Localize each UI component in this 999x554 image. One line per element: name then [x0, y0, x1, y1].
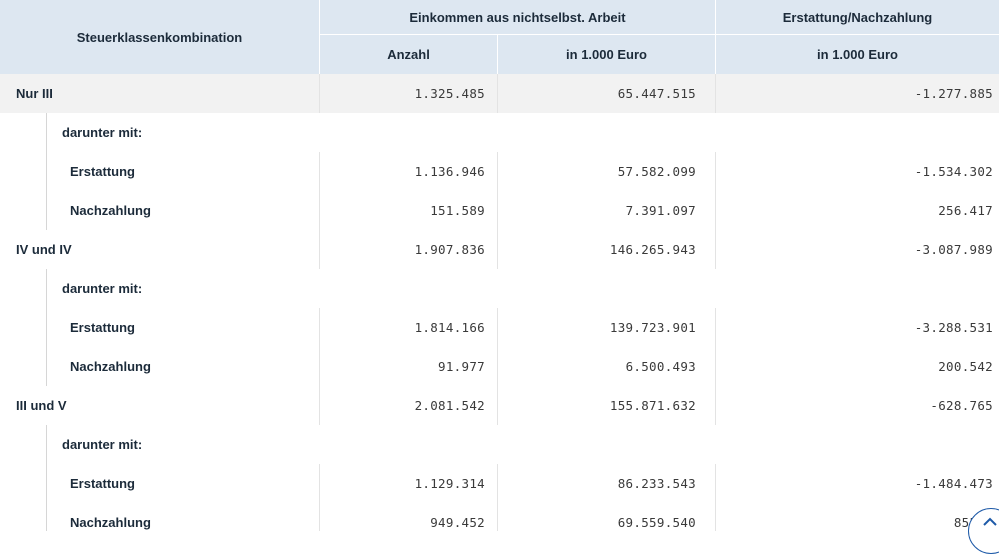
cell-anzahl: 91.977: [438, 359, 485, 374]
table-row: III und V 2.081.542 155.871.632 -628.765: [0, 386, 999, 425]
row-label: III und V: [16, 398, 67, 413]
row-label: Erstattung: [70, 476, 135, 491]
indent-guide: [46, 425, 47, 531]
cell-erstattung: -1.277.885: [914, 86, 993, 101]
table-row: Erstattung 1.814.166 139.723.901 -3.288.…: [0, 308, 999, 347]
row-label: darunter mit:: [62, 125, 143, 140]
cell-erstattung: -1.484.473: [914, 476, 993, 491]
column-separator: [715, 74, 716, 113]
cell-einkommen: 65.447.515: [617, 86, 696, 101]
indent-guide: [46, 269, 47, 386]
column-separator: [497, 152, 498, 269]
column-separator: [319, 152, 320, 269]
column-separator: [715, 464, 716, 531]
cell-erstattung: 256.417: [938, 203, 993, 218]
header-anzahl: Anzahl: [387, 47, 430, 62]
table-row: darunter mit:: [0, 113, 999, 152]
cell-erstattung: -1.534.302: [914, 164, 993, 179]
row-label: darunter mit:: [62, 281, 143, 296]
cell-anzahl: 1.325.485: [414, 86, 485, 101]
cell-einkommen: 57.582.099: [617, 164, 696, 179]
header-erstattung-unit: in 1.000 Euro: [817, 47, 898, 62]
cell-einkommen: 69.559.540: [617, 515, 696, 530]
cell-anzahl: 1.907.836: [414, 242, 485, 257]
cell-einkommen: 7.391.097: [625, 203, 696, 218]
header-erstattung-group: Erstattung/Nachzahlung: [782, 9, 933, 25]
cell-erstattung: -628.765: [930, 398, 993, 413]
column-separator: [497, 74, 498, 113]
table-row: Nachzahlung 151.589 7.391.097 256.417: [0, 191, 999, 230]
header-einkommen-group: Einkommen aus nichtselbst. Arbeit: [409, 9, 626, 25]
cell-anzahl: 1.136.946: [414, 164, 485, 179]
header-divider: [319, 0, 320, 74]
row-label: darunter mit:: [62, 437, 143, 452]
indent-guide: [46, 113, 47, 230]
cell-anzahl: 151.589: [430, 203, 485, 218]
cell-anzahl: 1.129.314: [414, 476, 485, 491]
column-separator: [715, 152, 716, 269]
header-einkommen-unit: in 1.000 Euro: [566, 47, 647, 62]
table-row: darunter mit:: [0, 269, 999, 308]
table-row: Nur III 1.325.485 65.447.515 -1.277.885: [0, 74, 999, 113]
row-label: Erstattung: [70, 320, 135, 335]
header-divider: [715, 0, 716, 74]
row-label: IV und IV: [16, 242, 72, 257]
header-divider: [320, 34, 999, 35]
cell-einkommen: 86.233.543: [617, 476, 696, 491]
cell-erstattung: 200.542: [938, 359, 993, 374]
cell-anzahl: 2.081.542: [414, 398, 485, 413]
cell-anzahl: 949.452: [430, 515, 485, 530]
column-separator: [715, 308, 716, 425]
header-divider: [497, 35, 498, 74]
row-label: Erstattung: [70, 164, 135, 179]
header-steuerklasse: Steuerklassenkombination: [76, 29, 243, 45]
cell-erstattung: -3.087.989: [914, 242, 993, 257]
column-separator: [319, 464, 320, 531]
row-label: Nur III: [16, 86, 53, 101]
column-separator: [319, 308, 320, 425]
cell-einkommen: 139.723.901: [609, 320, 696, 335]
cell-einkommen: 155.871.632: [609, 398, 696, 413]
cell-einkommen: 146.265.943: [609, 242, 696, 257]
column-separator: [497, 464, 498, 531]
table-row: Erstattung 1.136.946 57.582.099 -1.534.3…: [0, 152, 999, 191]
chevron-up-icon: [983, 517, 997, 526]
cell-anzahl: 1.814.166: [414, 320, 485, 335]
column-separator: [497, 308, 498, 425]
row-label: Nachzahlung: [70, 359, 151, 374]
row-label: Nachzahlung: [70, 515, 151, 530]
cell-erstattung: 855.7: [716, 503, 993, 542]
column-separator: [319, 74, 320, 113]
table-row: Erstattung 1.129.314 86.233.543 -1.484.4…: [0, 464, 999, 503]
cell-erstattung: -3.288.531: [914, 320, 993, 335]
table-header: Steuerklassenkombination Einkommen aus n…: [0, 0, 999, 74]
table-row: Nachzahlung 91.977 6.500.493 200.542: [0, 347, 999, 386]
cell-einkommen: 6.500.493: [625, 359, 696, 374]
table-row: Nachzahlung 949.452 69.559.540 855.7: [0, 503, 999, 542]
table-row: darunter mit:: [0, 425, 999, 464]
table-row: IV und IV 1.907.836 146.265.943 -3.087.9…: [0, 230, 999, 269]
row-label: Nachzahlung: [70, 203, 151, 218]
